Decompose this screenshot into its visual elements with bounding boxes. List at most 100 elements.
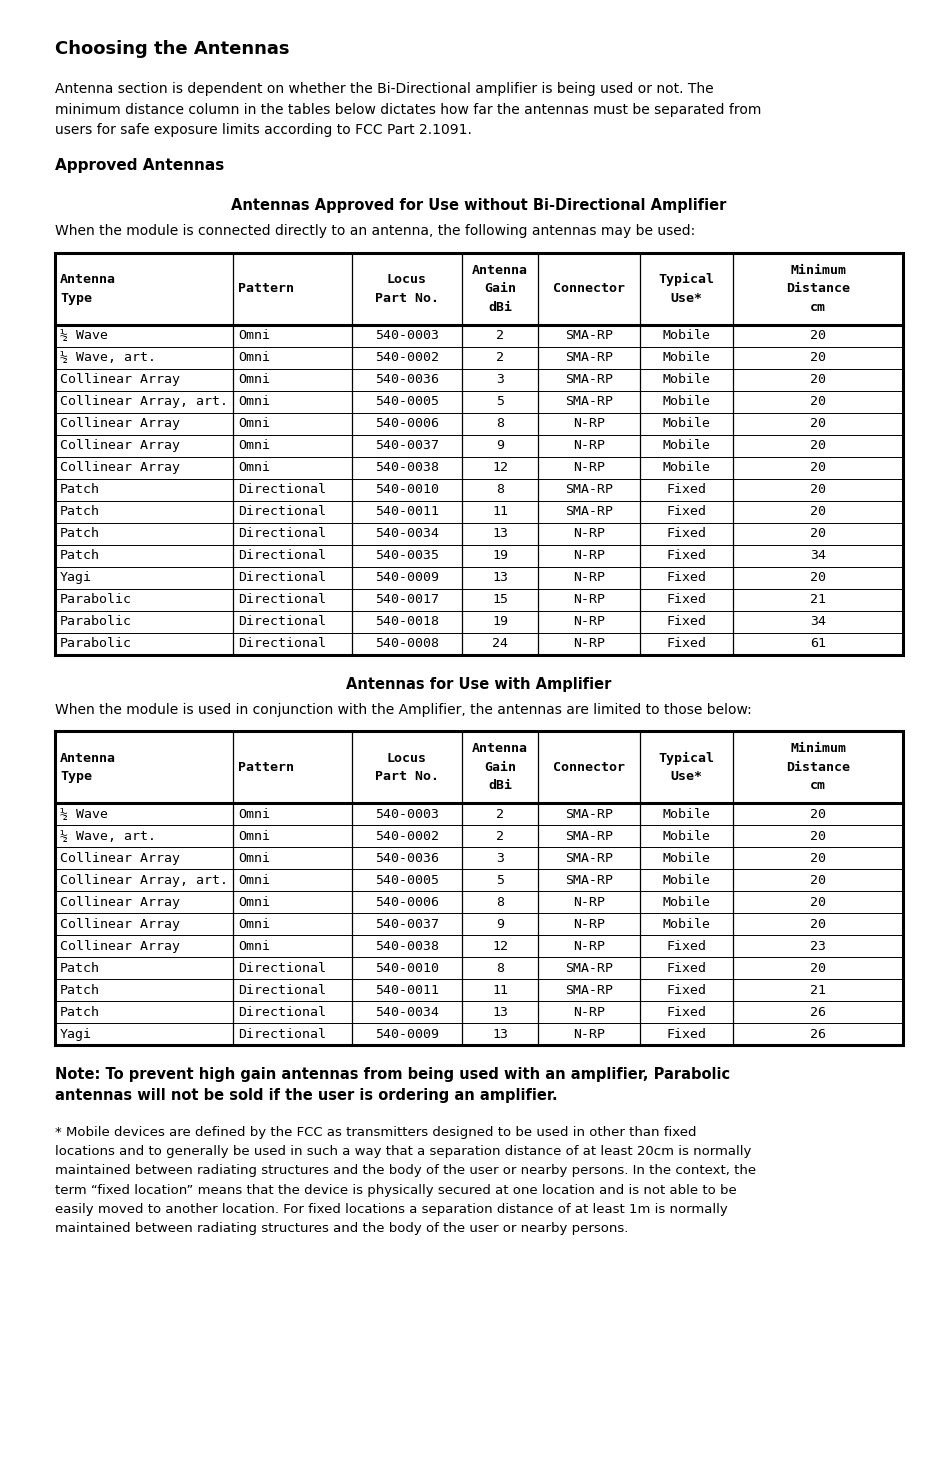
Text: Parabolic: Parabolic: [60, 637, 132, 650]
Text: maintained between radiating structures and the body of the user or nearby perso: maintained between radiating structures …: [55, 1222, 628, 1234]
Text: antennas will not be sold if the user is ordering an amplifier.: antennas will not be sold if the user is…: [55, 1088, 557, 1103]
Text: 26: 26: [810, 1027, 826, 1040]
Text: N-RP: N-RP: [573, 417, 605, 430]
Text: Directional: Directional: [238, 484, 326, 497]
Text: Mobile: Mobile: [663, 462, 711, 475]
Text: Collinear Array: Collinear Array: [60, 417, 180, 430]
Text: N-RP: N-RP: [573, 896, 605, 909]
Text: SMA-RP: SMA-RP: [566, 983, 613, 997]
Text: Patch: Patch: [60, 549, 100, 562]
Text: Note: To prevent high gain antennas from being used with an amplifier, Parabolic: Note: To prevent high gain antennas from…: [55, 1068, 730, 1083]
Text: 19: 19: [492, 549, 508, 562]
Text: Mobile: Mobile: [663, 830, 711, 842]
Text: Collinear Array, art.: Collinear Array, art.: [60, 874, 228, 887]
Text: Omni: Omni: [238, 351, 270, 364]
Text: Fixed: Fixed: [667, 593, 706, 606]
Text: Mobile: Mobile: [663, 351, 711, 364]
Text: Directional: Directional: [238, 506, 326, 519]
Text: 13: 13: [492, 1005, 508, 1018]
Text: SMA-RP: SMA-RP: [566, 807, 613, 820]
Text: 3: 3: [496, 852, 505, 865]
Text: Fixed: Fixed: [667, 506, 706, 519]
Text: 20: 20: [810, 571, 826, 584]
Text: Mobile: Mobile: [663, 874, 711, 887]
Text: SMA-RP: SMA-RP: [566, 329, 613, 342]
Text: locations and to generally be used in such a way that a separation distance of a: locations and to generally be used in su…: [55, 1145, 751, 1158]
Text: When the module is connected directly to an antenna, the following antennas may : When the module is connected directly to…: [55, 224, 695, 237]
Text: Directional: Directional: [238, 637, 326, 650]
Text: Yagi: Yagi: [60, 1027, 92, 1040]
Text: Connector: Connector: [553, 283, 626, 296]
Text: Typical: Typical: [658, 752, 715, 765]
Text: 19: 19: [492, 615, 508, 628]
Text: 15: 15: [492, 593, 508, 606]
Text: Patch: Patch: [60, 1005, 100, 1018]
Text: N-RP: N-RP: [573, 527, 605, 541]
Text: Omni: Omni: [238, 918, 270, 931]
Text: Directional: Directional: [238, 527, 326, 541]
Text: Omni: Omni: [238, 417, 270, 430]
Text: Typical: Typical: [658, 272, 715, 286]
Text: 24: 24: [492, 637, 508, 650]
Text: Omni: Omni: [238, 852, 270, 865]
Text: ½ Wave, art.: ½ Wave, art.: [60, 830, 156, 842]
Text: N-RP: N-RP: [573, 549, 605, 562]
Text: Mobile: Mobile: [663, 329, 711, 342]
Text: Fixed: Fixed: [667, 940, 706, 953]
Text: Omni: Omni: [238, 395, 270, 408]
Bar: [55, 254, 903, 654]
Text: Part No.: Part No.: [375, 291, 439, 305]
Text: 20: 20: [810, 373, 826, 386]
Text: N-RP: N-RP: [573, 593, 605, 606]
Text: Omni: Omni: [238, 830, 270, 842]
Text: Gain: Gain: [484, 761, 516, 774]
Text: ½ Wave: ½ Wave: [60, 807, 108, 820]
Text: 11: 11: [492, 506, 508, 519]
Text: Antenna section is dependent on whether the Bi-Directional amplifier is being us: Antenna section is dependent on whether …: [55, 83, 714, 96]
Text: Omni: Omni: [238, 807, 270, 820]
Text: 23: 23: [810, 940, 826, 953]
Text: 540-0009: 540-0009: [375, 1027, 439, 1040]
Text: SMA-RP: SMA-RP: [566, 830, 613, 842]
Text: SMA-RP: SMA-RP: [566, 373, 613, 386]
Text: Gain: Gain: [484, 283, 516, 296]
Text: 540-0018: 540-0018: [375, 615, 439, 628]
Text: 34: 34: [810, 615, 826, 628]
Text: 20: 20: [810, 484, 826, 497]
Text: N-RP: N-RP: [573, 440, 605, 452]
Text: 8: 8: [496, 962, 505, 975]
Text: 540-0011: 540-0011: [375, 506, 439, 519]
Text: 540-0009: 540-0009: [375, 571, 439, 584]
Text: SMA-RP: SMA-RP: [566, 962, 613, 975]
Text: 540-0034: 540-0034: [375, 527, 439, 541]
Text: 20: 20: [810, 417, 826, 430]
Text: N-RP: N-RP: [573, 918, 605, 931]
Text: 540-0005: 540-0005: [375, 395, 439, 408]
Text: Connector: Connector: [553, 761, 626, 774]
Text: N-RP: N-RP: [573, 940, 605, 953]
Text: Antenna: Antenna: [472, 742, 528, 755]
Text: Mobile: Mobile: [663, 440, 711, 452]
Text: Antennas for Use with Amplifier: Antennas for Use with Amplifier: [346, 678, 612, 692]
Text: 20: 20: [810, 506, 826, 519]
Text: 2: 2: [496, 830, 505, 842]
Text: Omni: Omni: [238, 462, 270, 475]
Text: Collinear Array: Collinear Array: [60, 462, 180, 475]
Text: Distance: Distance: [786, 761, 850, 774]
Text: Minimum: Minimum: [790, 264, 846, 277]
Text: 11: 11: [492, 983, 508, 997]
Text: Fixed: Fixed: [667, 637, 706, 650]
Text: minimum distance column in the tables below dictates how far the antennas must b: minimum distance column in the tables be…: [55, 102, 762, 117]
Text: Fixed: Fixed: [667, 1005, 706, 1018]
Text: dBi: dBi: [488, 300, 512, 313]
Text: Collinear Array: Collinear Array: [60, 373, 180, 386]
Text: When the module is used in conjunction with the Amplifier, the antennas are limi: When the module is used in conjunction w…: [55, 702, 751, 717]
Text: Directional: Directional: [238, 1005, 326, 1018]
Text: 5: 5: [496, 874, 505, 887]
Text: 2: 2: [496, 351, 505, 364]
Text: 20: 20: [810, 852, 826, 865]
Text: 540-0036: 540-0036: [375, 373, 439, 386]
Text: Type: Type: [60, 771, 92, 782]
Text: 13: 13: [492, 571, 508, 584]
Text: Yagi: Yagi: [60, 571, 92, 584]
